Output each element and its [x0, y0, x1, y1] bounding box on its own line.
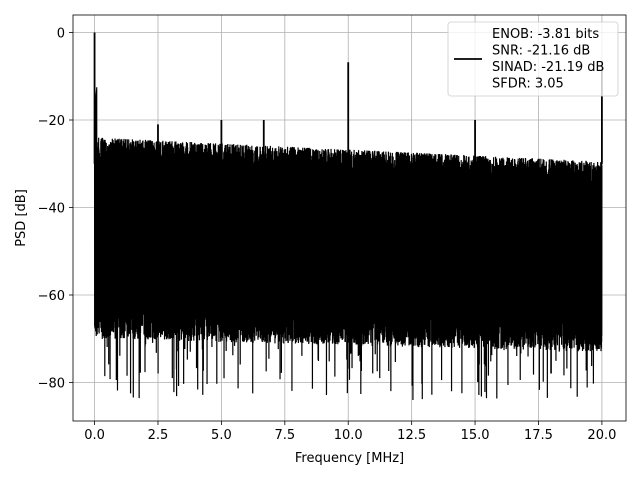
y-tick-label-2: −40 [38, 202, 65, 217]
x-tick-label-1: 2.5 [148, 428, 169, 443]
psd-series-line [93, 87, 603, 400]
x-tick-label-3: 7.5 [274, 428, 295, 443]
legend-entry-line-2: SINAD: -21.19 dB [492, 60, 604, 75]
y-axis: 0 −20 −40 −60 −80 [38, 27, 73, 392]
x-tick-label-6: 15.0 [461, 428, 490, 443]
y-tick-label-3: −60 [38, 289, 65, 304]
legend-entry-line-0: ENOB: -3.81 bits [492, 27, 599, 42]
x-tick-label-4: 10.0 [334, 428, 363, 443]
x-tick-label-0: 0.0 [84, 428, 105, 443]
x-axis-label: Frequency [MHz] [295, 451, 404, 466]
legend-entry-line-1: SNR: -21.16 dB [492, 44, 590, 59]
y-tick-label-1: −20 [38, 114, 65, 129]
x-tick-label-8: 20.0 [587, 428, 616, 443]
x-axis: 0.0 2.5 5.0 7.5 10.0 12.5 15.0 17.5 20.0 [84, 421, 616, 443]
plot-frame [72, 14, 627, 422]
legend-box [447, 21, 619, 97]
legend-entry-line-3: SFDR: 3.05 [492, 77, 564, 92]
x-tick-label-2: 5.0 [211, 428, 232, 443]
y-axis-label: PSD [dB] [14, 189, 29, 247]
x-tick-label-7: 17.5 [524, 428, 553, 443]
y-tick-label-0: 0 [57, 27, 65, 42]
y-tick-label-4: −80 [38, 377, 65, 392]
x-tick-label-5: 12.5 [397, 428, 426, 443]
